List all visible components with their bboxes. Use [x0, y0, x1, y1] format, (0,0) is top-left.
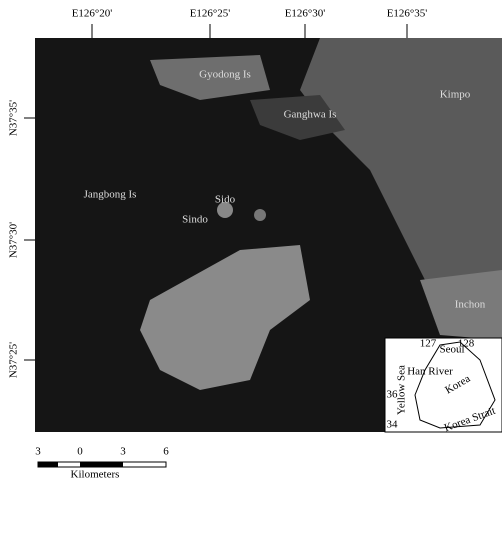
latitude-label: N37°25': [8, 342, 20, 378]
longitude-label: E126°30': [285, 8, 326, 20]
inset-lon-label: 127: [420, 338, 437, 350]
map-figure: E126°20' E126°25' E126°30' E126°35' N37°35' N…: [0, 0, 502, 528]
inset-name: Seoul: [439, 344, 464, 356]
scale-bar-segment: [80, 462, 123, 467]
scale-tick-label: 0: [77, 446, 83, 458]
latitude-label: N37°35': [8, 100, 20, 136]
scale-tick-label: 3: [120, 446, 126, 458]
longitude-label: E126°35': [387, 8, 428, 20]
scale-unit: Kilometers: [71, 469, 120, 481]
scale-bar-segment: [38, 462, 58, 467]
scale-tick-label: 6: [163, 446, 169, 458]
place-label: Sido: [215, 194, 236, 206]
place-label: Kimpo: [440, 89, 471, 101]
island-small: [254, 209, 266, 221]
longitude-label: E126°20': [72, 8, 113, 20]
longitude-label: E126°25': [190, 8, 231, 20]
inset-name: Han River: [407, 366, 453, 378]
inset-name: Yellow Sea: [396, 365, 408, 415]
place-label: Jangbong Is: [84, 189, 137, 201]
scale-tick-label: 3: [35, 446, 41, 458]
place-label: Ganghwa Is: [284, 109, 337, 121]
latitude-label: N37°30': [8, 222, 20, 258]
place-label: Gyodong Is: [199, 69, 251, 81]
place-label: Sindo: [182, 214, 208, 226]
inset-lat-label: 34: [387, 419, 399, 431]
place-label: Inchon: [455, 299, 486, 311]
